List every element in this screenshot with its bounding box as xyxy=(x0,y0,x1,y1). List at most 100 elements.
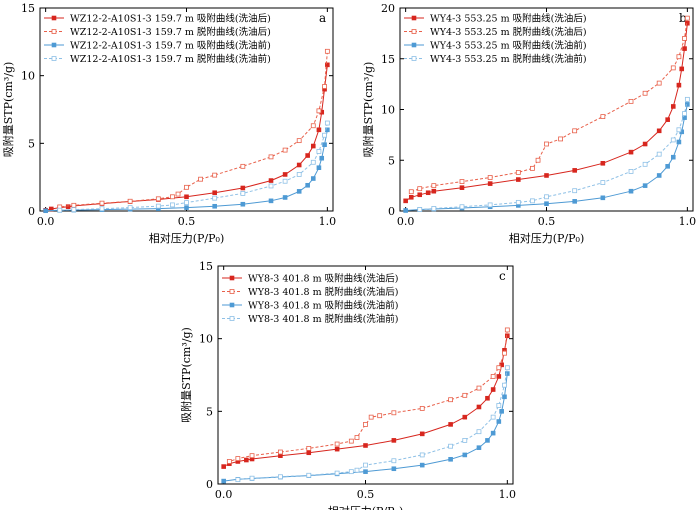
data-point xyxy=(221,478,226,484)
data-point xyxy=(502,350,507,356)
data-point xyxy=(679,66,685,72)
data-point xyxy=(448,443,453,449)
data-point xyxy=(417,186,423,192)
data-point xyxy=(305,153,310,158)
data-point xyxy=(310,176,316,181)
data-point xyxy=(391,466,397,472)
data-point xyxy=(459,204,465,210)
x-axis-label: 相对压力(P/P₀) xyxy=(149,231,225,245)
data-point xyxy=(504,365,510,371)
legend-label: WZ12-2-A10S1-3 159.7 m 脱附曲线(洗油后) xyxy=(70,26,271,38)
legend-label: WY8-3 401.8 m 吸附曲线(洗油前) xyxy=(248,300,399,312)
series-3 xyxy=(235,365,510,483)
data-point xyxy=(316,149,322,154)
series-line xyxy=(59,51,328,208)
data-point xyxy=(572,199,577,204)
data-point xyxy=(476,445,482,450)
data-point xyxy=(99,200,105,206)
y-tick-label: 0 xyxy=(206,478,213,491)
data-point xyxy=(502,382,507,388)
legend-item: WY8-3 401.8 m 脱附曲线(洗油前) xyxy=(222,313,399,325)
y-tick-label: 0 xyxy=(388,205,395,218)
legend-swatch-marker xyxy=(229,302,235,308)
data-point xyxy=(682,46,687,51)
data-point xyxy=(282,147,288,153)
data-point xyxy=(684,96,690,102)
legend-item: WZ12-2-A10S1-3 159.7 m 吸附曲线(洗油前) xyxy=(44,40,271,52)
data-point xyxy=(43,208,48,214)
x-axis-label: 相对压力(P/P₀) xyxy=(328,504,404,510)
data-point xyxy=(670,137,676,143)
data-point xyxy=(476,385,482,391)
data-point xyxy=(665,164,670,169)
data-point xyxy=(476,429,482,435)
data-point xyxy=(462,392,468,398)
data-point xyxy=(485,395,490,401)
legend-swatch-marker xyxy=(229,275,235,281)
legend-swatch-marker xyxy=(411,56,417,61)
legend-label: WY8-3 401.8 m 吸附曲线(洗油后) xyxy=(248,273,399,285)
data-point xyxy=(685,20,690,26)
data-point xyxy=(377,413,383,419)
data-point xyxy=(324,120,330,126)
data-point xyxy=(600,195,606,201)
data-point xyxy=(676,54,682,60)
data-point xyxy=(419,431,425,437)
data-point xyxy=(496,365,502,371)
legend-label: WY4-3 553.25 m 脱附曲线(洗油后) xyxy=(430,26,587,38)
series-3 xyxy=(417,96,690,212)
data-point xyxy=(57,207,63,213)
legend-swatch-marker xyxy=(411,15,417,21)
data-point xyxy=(305,182,310,188)
data-point xyxy=(296,138,302,144)
legend-item: WY8-3 401.8 m 吸附曲线(洗油前) xyxy=(222,300,399,312)
data-point xyxy=(240,191,246,196)
data-point xyxy=(530,198,535,204)
legend-item: WZ12-2-A10S1-3 159.7 m 脱附曲线(洗油后) xyxy=(44,26,271,38)
data-point xyxy=(278,474,283,480)
data-point xyxy=(155,196,161,202)
legend-label: WY8-3 401.8 m 脱附曲线(洗油后) xyxy=(248,286,399,298)
x-tick-label: 0.0 xyxy=(397,215,415,228)
x-tick-label: 0.5 xyxy=(538,215,556,228)
data-point xyxy=(268,198,274,204)
data-point xyxy=(244,457,249,463)
series-1 xyxy=(408,15,690,195)
data-point xyxy=(184,205,189,210)
legend-item: WY4-3 553.25 m 脱附曲线(洗油前) xyxy=(404,53,587,65)
data-point xyxy=(322,132,327,138)
data-point xyxy=(642,90,648,96)
legend-label: WZ12-2-A10S1-3 159.7 m 吸附曲线(洗油后) xyxy=(70,13,271,25)
data-point xyxy=(363,443,368,448)
x-tick-label: 1.0 xyxy=(679,215,697,228)
data-point xyxy=(334,470,340,476)
x-tick-label: 1.0 xyxy=(319,215,337,228)
data-point xyxy=(324,48,330,54)
data-point xyxy=(282,172,288,177)
data-point xyxy=(403,208,408,213)
data-point xyxy=(296,189,302,194)
data-point xyxy=(515,170,521,175)
data-point xyxy=(485,438,490,443)
y-tick-label: 5 xyxy=(206,405,213,418)
data-point xyxy=(212,203,217,209)
data-point xyxy=(368,414,374,420)
plot-frame xyxy=(39,7,334,212)
data-point xyxy=(268,183,274,189)
data-point xyxy=(184,200,189,206)
data-point xyxy=(516,177,521,182)
data-point xyxy=(490,414,496,420)
data-point xyxy=(417,207,423,212)
data-point xyxy=(476,404,482,410)
series-0 xyxy=(221,333,510,469)
data-point xyxy=(175,191,181,197)
data-point xyxy=(235,477,241,483)
data-point xyxy=(496,419,502,424)
data-point xyxy=(71,207,77,213)
data-point xyxy=(665,117,670,122)
data-point xyxy=(505,371,510,376)
legend-swatch-marker xyxy=(51,29,57,34)
y-tick-label: 0 xyxy=(28,205,35,218)
data-point xyxy=(670,154,676,160)
data-point xyxy=(682,111,687,116)
